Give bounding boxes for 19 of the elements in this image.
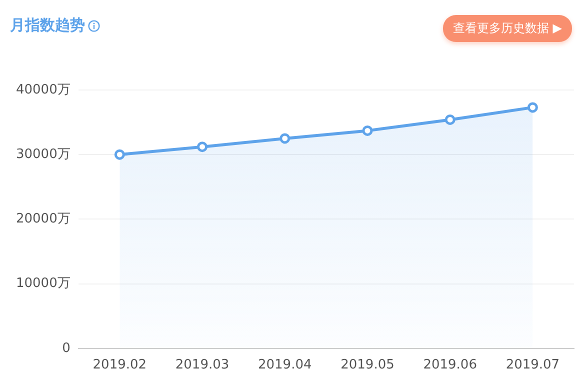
y-tick-label: 30000万	[16, 146, 70, 162]
point	[197, 142, 208, 152]
point	[280, 133, 290, 144]
point	[114, 149, 125, 160]
x-tick-label: 2019.05	[340, 358, 394, 373]
x-tick-label: 2019.02	[92, 358, 147, 373]
text: 查看更多历史数据 ▶	[442, 15, 572, 42]
point	[527, 102, 538, 113]
x-tick-label: 2019.03	[175, 358, 230, 373]
x-tick-label: 2019.06	[423, 358, 477, 373]
y-tick-label: 20000万	[16, 212, 70, 227]
x-tick-label: 2019.07	[506, 358, 560, 373]
y-tick-label: 40000万	[16, 82, 70, 98]
point	[444, 114, 456, 125]
y-tick-label: 10000万	[16, 276, 70, 292]
x-tick-label: 2019.04	[258, 358, 312, 373]
y-tick-label: 0	[62, 340, 70, 356]
point	[362, 125, 373, 136]
chart-title: 月指数趋势	[10, 16, 85, 35]
